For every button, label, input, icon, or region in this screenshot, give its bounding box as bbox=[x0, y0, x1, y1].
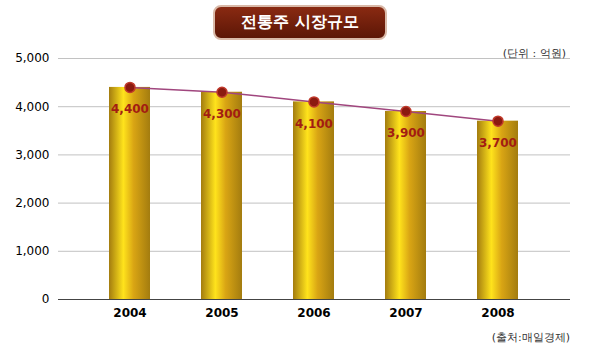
svg-text:2,000: 2,000 bbox=[15, 196, 49, 210]
svg-text:1,000: 1,000 bbox=[15, 244, 49, 258]
svg-text:4,000: 4,000 bbox=[15, 100, 49, 114]
svg-text:3,900: 3,900 bbox=[387, 126, 425, 140]
svg-text:4,400: 4,400 bbox=[111, 102, 149, 116]
html-text:전통주 시장규모: 전통주 시장규모 bbox=[241, 12, 359, 31]
svg-text:4,100: 4,100 bbox=[295, 117, 333, 131]
svg-text:3,000: 3,000 bbox=[15, 148, 49, 162]
svg-text:0: 0 bbox=[42, 292, 50, 306]
svg-text:5,000: 5,000 bbox=[15, 51, 49, 65]
svg-text:2004: 2004 bbox=[113, 306, 146, 320]
svg-text:3,700: 3,700 bbox=[479, 136, 517, 150]
svg-text:2005: 2005 bbox=[205, 306, 238, 320]
html-text:(단위 : 억원): (단위 : 억원) bbox=[502, 47, 566, 60]
svg-text:4,300: 4,300 bbox=[203, 107, 241, 121]
svg-text:2008: 2008 bbox=[481, 306, 514, 320]
svg-text:2007: 2007 bbox=[389, 306, 422, 320]
html-text:(출처:매일경제): (출처:매일경제) bbox=[491, 331, 570, 344]
svg-text:2006: 2006 bbox=[297, 306, 330, 320]
